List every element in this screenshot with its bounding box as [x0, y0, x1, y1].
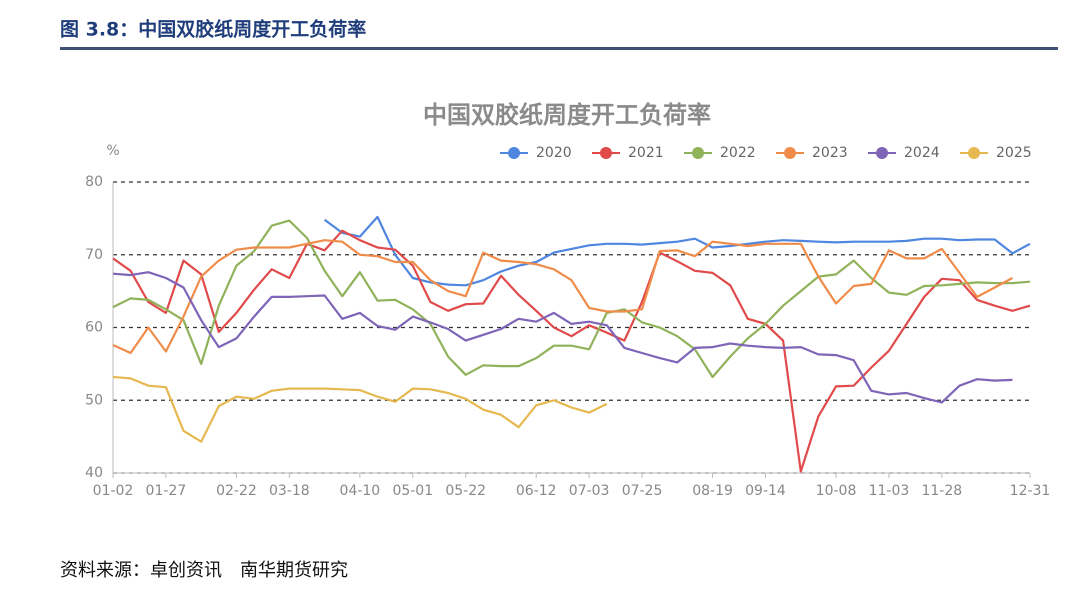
source: 资料来源：卓创资讯 南华期货研究: [60, 560, 348, 581]
x-tick-label: 06-12: [516, 483, 557, 499]
legend-marker: [600, 147, 612, 159]
y-tick-label: 60: [85, 320, 103, 336]
x-tick-label: 02-22: [216, 483, 257, 499]
x-tick-label: 10-08: [816, 483, 857, 499]
x-tick-label: 08-19: [692, 483, 733, 499]
y-tick-label: 50: [85, 392, 103, 408]
legend-marker: [876, 147, 888, 159]
series-line: [323, 215, 1031, 287]
series-line: [112, 229, 1031, 473]
x-tick-label: 09-14: [745, 483, 786, 499]
x-tick-label: 07-03: [569, 483, 610, 499]
series-line: [112, 239, 1013, 355]
legend-marker: [784, 147, 796, 159]
legend-label: 2020: [536, 145, 572, 161]
legend-label: 2025: [996, 145, 1032, 161]
chart-title: 中国双胶纸周度开工负荷率: [423, 101, 711, 129]
x-tick-label: 04-10: [340, 483, 381, 499]
legend-label: 2022: [720, 145, 756, 161]
x-tick-label: 11-03: [869, 483, 910, 499]
x-tick-label: 01-27: [146, 483, 187, 499]
x-tick-label: 03-18: [269, 483, 310, 499]
legend-label: 2021: [628, 145, 664, 161]
figure-title: 图 3.8：中国双胶纸周度开工负荷率: [60, 18, 366, 41]
x-tick-label: 05-22: [445, 483, 486, 499]
x-tick-label: 11-28: [921, 483, 962, 499]
x-tick-label: 07-25: [622, 483, 663, 499]
x-tick-label: 05-01: [392, 483, 433, 499]
legend-label: 2024: [904, 145, 940, 161]
x-tick-label: 01-02: [93, 483, 134, 499]
legend-marker: [692, 147, 704, 159]
series-line: [112, 375, 608, 443]
series-line: [112, 271, 1013, 404]
y-tick-label: 40: [85, 465, 103, 481]
y-tick-label: 70: [85, 247, 103, 263]
y-tick-label: 80: [85, 174, 103, 190]
header-rule: [60, 47, 1058, 50]
x-tick-label: 12-31: [1010, 483, 1051, 499]
y-unit: %: [106, 143, 119, 159]
legend-marker: [968, 147, 980, 159]
series-line: [112, 219, 1031, 379]
legend-label: 2023: [812, 145, 848, 161]
legend-marker: [508, 147, 520, 159]
